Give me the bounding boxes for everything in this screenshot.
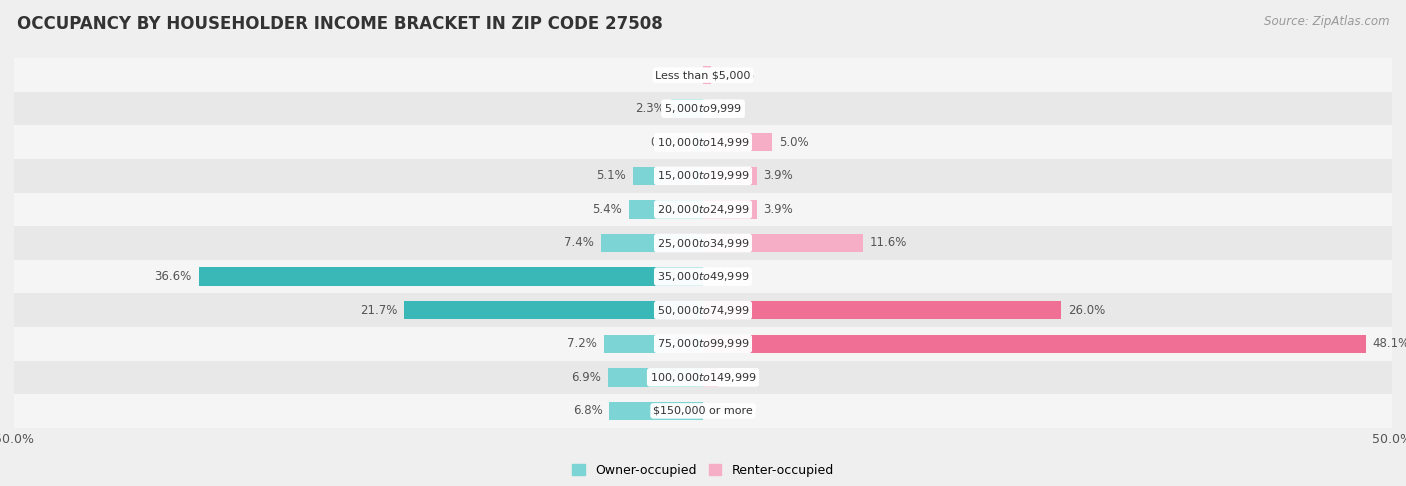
Bar — [14, 294, 1392, 327]
Bar — [703, 301, 1062, 319]
Text: 0.0%: 0.0% — [710, 404, 740, 417]
Bar — [14, 226, 1392, 260]
Text: 5.4%: 5.4% — [592, 203, 621, 216]
Text: 7.2%: 7.2% — [567, 337, 598, 350]
Bar — [609, 401, 703, 420]
Text: $15,000 to $19,999: $15,000 to $19,999 — [657, 169, 749, 182]
Text: $50,000 to $74,999: $50,000 to $74,999 — [657, 304, 749, 317]
Text: 21.7%: 21.7% — [360, 304, 396, 317]
Bar — [14, 58, 1392, 92]
Text: 3.9%: 3.9% — [763, 203, 793, 216]
Text: Source: ZipAtlas.com: Source: ZipAtlas.com — [1264, 15, 1389, 28]
Bar — [703, 167, 756, 185]
Bar — [404, 301, 703, 319]
Text: 36.6%: 36.6% — [155, 270, 191, 283]
Bar — [671, 100, 703, 118]
Bar — [600, 234, 703, 252]
Bar — [703, 133, 772, 152]
Text: 7.4%: 7.4% — [564, 237, 595, 249]
Bar — [14, 327, 1392, 361]
Text: $5,000 to $9,999: $5,000 to $9,999 — [664, 102, 742, 115]
Text: 6.8%: 6.8% — [572, 404, 602, 417]
Text: Less than $5,000: Less than $5,000 — [655, 70, 751, 80]
Text: 26.0%: 26.0% — [1069, 304, 1105, 317]
Bar — [703, 200, 756, 219]
Text: 0.55%: 0.55% — [717, 69, 755, 82]
Legend: Owner-occupied, Renter-occupied: Owner-occupied, Renter-occupied — [572, 464, 834, 477]
Bar — [703, 368, 718, 386]
Text: $75,000 to $99,999: $75,000 to $99,999 — [657, 337, 749, 350]
Text: 3.9%: 3.9% — [763, 169, 793, 182]
Bar — [14, 361, 1392, 394]
Text: 0.0%: 0.0% — [710, 102, 740, 115]
Bar — [703, 234, 863, 252]
Text: 5.0%: 5.0% — [779, 136, 808, 149]
Text: $25,000 to $34,999: $25,000 to $34,999 — [657, 237, 749, 249]
Text: 1.1%: 1.1% — [725, 371, 755, 384]
Text: $150,000 or more: $150,000 or more — [654, 406, 752, 416]
Text: 0.0%: 0.0% — [710, 270, 740, 283]
Bar — [633, 167, 703, 185]
Text: 48.1%: 48.1% — [1372, 337, 1406, 350]
Text: $100,000 to $149,999: $100,000 to $149,999 — [650, 371, 756, 384]
Bar — [14, 159, 1392, 192]
Bar — [14, 125, 1392, 159]
Text: $20,000 to $24,999: $20,000 to $24,999 — [657, 203, 749, 216]
Text: 0.0%: 0.0% — [666, 69, 696, 82]
Text: 11.6%: 11.6% — [870, 237, 907, 249]
Bar — [14, 394, 1392, 428]
Bar — [14, 260, 1392, 294]
Text: 0.62%: 0.62% — [651, 136, 688, 149]
Bar — [607, 368, 703, 386]
Bar — [628, 200, 703, 219]
Bar — [703, 334, 1365, 353]
Text: 2.3%: 2.3% — [634, 102, 665, 115]
Bar — [14, 92, 1392, 125]
Text: OCCUPANCY BY HOUSEHOLDER INCOME BRACKET IN ZIP CODE 27508: OCCUPANCY BY HOUSEHOLDER INCOME BRACKET … — [17, 15, 662, 33]
Bar — [695, 133, 703, 152]
Text: $10,000 to $14,999: $10,000 to $14,999 — [657, 136, 749, 149]
Bar — [198, 267, 703, 286]
Text: 5.1%: 5.1% — [596, 169, 626, 182]
Text: $35,000 to $49,999: $35,000 to $49,999 — [657, 270, 749, 283]
Bar — [14, 192, 1392, 226]
Bar — [603, 334, 703, 353]
Text: 6.9%: 6.9% — [571, 371, 600, 384]
Bar — [703, 66, 710, 85]
